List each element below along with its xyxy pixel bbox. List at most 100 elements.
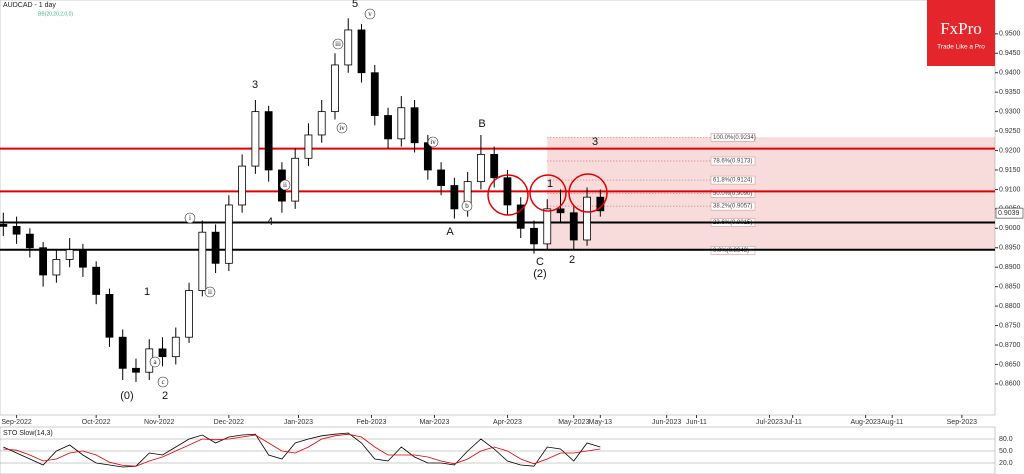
- fib-label-box: [710, 156, 756, 166]
- candle-body: [198, 231, 207, 291]
- logo-text: FxPro: [940, 19, 982, 38]
- y-tick-label: 0.8800: [999, 303, 1021, 310]
- wave-label: A: [446, 226, 454, 238]
- y-tick-label: 0.9200: [999, 147, 1021, 154]
- candle-body: [211, 231, 220, 264]
- candle-body: [25, 233, 34, 249]
- y-tick-label: 0.8900: [999, 264, 1021, 271]
- chart-title: AUDCAD - 1 day: [3, 2, 56, 9]
- x-tick-label: Apr-2023: [493, 419, 522, 426]
- y-tick-label: 0.9500: [999, 31, 1021, 38]
- x-tick-label: Oct-2022: [82, 419, 111, 426]
- sub-wave-ring: [427, 136, 439, 148]
- sub-wave-label: iv: [339, 124, 345, 132]
- wave-label: 1: [144, 286, 150, 298]
- indicator-title: STO Slow(14,3): [3, 430, 53, 437]
- candle-body: [516, 204, 525, 229]
- candle-body: [384, 115, 392, 140]
- candle-body: [357, 29, 366, 74]
- candle-body: [158, 348, 167, 358]
- x-tick-label: Mar-2023: [419, 419, 449, 426]
- y-tick-label: 0.8700: [999, 342, 1021, 349]
- chart-subtitle: BB(20,20,2,0,0): [38, 11, 73, 17]
- fib-group: 100.0%(0.9234) 78.6%(0.9173) 61.8%(0.9124)…: [547, 133, 995, 255]
- sub-wave-label: a: [153, 358, 157, 366]
- sub-wave-ring: [204, 286, 216, 298]
- fib-label-box: [710, 175, 756, 185]
- fib-label-box: [710, 189, 756, 198]
- y-tick-label: 0.8950: [999, 245, 1021, 252]
- sub-wave-ring: [364, 8, 376, 20]
- candle-body: [331, 64, 339, 113]
- y-tick-label: 0.9150: [999, 167, 1021, 174]
- candle-body: [79, 249, 87, 268]
- sub-wave-ring: [149, 356, 161, 368]
- x-tick-label: Jun-11: [686, 419, 707, 426]
- sub-wave-ring: [332, 38, 344, 50]
- candle-body: [185, 290, 193, 338]
- candle-body: [370, 72, 379, 116]
- candle-body: [291, 157, 300, 202]
- indicator-tick-label: 80.0: [999, 436, 1013, 443]
- candle-body: [238, 165, 247, 206]
- wave-label: 2: [569, 254, 575, 266]
- fib-label: 50.0%(0.9090): [713, 191, 752, 197]
- candle-body: [490, 154, 499, 179]
- sub-wave-label: iv: [430, 138, 436, 146]
- y-tick-label: 0.9250: [999, 128, 1021, 135]
- candle-body: [224, 204, 233, 264]
- fib-label: 78.6%(0.9173): [713, 159, 752, 165]
- y-tick-label: 0.9000: [999, 225, 1021, 232]
- x-tick-label: Aug-11: [881, 419, 903, 426]
- indicator-tick-label: 50.0: [999, 448, 1013, 455]
- fib-label: 38.2%(0.9057): [713, 204, 752, 210]
- candle-body: [317, 111, 326, 136]
- y-tick-label: 0.9300: [999, 108, 1021, 115]
- candle-body: [118, 336, 127, 369]
- x-tick-label: Jan-2023: [284, 419, 313, 426]
- plot-group: [0, 18, 995, 382]
- fib-label: 0.0%(0.8943): [713, 248, 749, 254]
- y-tick-label: 0.9350: [999, 89, 1021, 96]
- candle-body: [251, 111, 260, 167]
- sub-wave-ring: [461, 200, 473, 212]
- wave-label: 3: [252, 79, 258, 91]
- candle-body: [92, 266, 101, 295]
- wave-label: 5: [352, 0, 358, 10]
- x-tick-label: Dec-2022: [214, 419, 244, 426]
- highlight-circle: [568, 173, 608, 213]
- y-tick-label: 0.9100: [999, 186, 1021, 193]
- x-tick-label: May-13: [589, 419, 612, 426]
- candle-body: [583, 196, 591, 241]
- x-tick-label: May-2023: [558, 419, 589, 426]
- candle-body: [12, 225, 21, 235]
- candle-body: [503, 177, 512, 206]
- sub-wave-ring: [184, 212, 196, 224]
- candle-body: [52, 259, 61, 276]
- candle-body: [0, 224, 8, 227]
- candle-body: [171, 336, 180, 358]
- candle-body: [410, 107, 419, 144]
- y-tick-label: 0.8600: [999, 381, 1021, 388]
- logo-tagline: Trade Like a Pro: [937, 44, 985, 51]
- x-tick-label: Jul-11: [783, 419, 802, 426]
- sub-wave-label: b: [465, 202, 469, 210]
- candle-body: [556, 208, 565, 214]
- candle-body: [543, 208, 552, 245]
- candle-body: [264, 111, 273, 171]
- sub-wave-label: c: [161, 378, 164, 386]
- wave-label: B: [478, 118, 485, 130]
- fib-zone: [547, 137, 995, 251]
- fib-label: 100.0%(0.9234): [713, 135, 756, 141]
- last-price-box: [995, 207, 1024, 219]
- x-tick-label: Jun-2023: [652, 419, 681, 426]
- candle-body: [132, 367, 140, 373]
- sub-wave-label: iii: [335, 40, 341, 48]
- highlight-circle: [487, 174, 529, 216]
- y-tick-label: 0.8750: [999, 322, 1021, 329]
- candle-body: [39, 247, 48, 276]
- fib-label-box: [710, 133, 756, 142]
- candle-body: [530, 227, 538, 245]
- candle-body: [423, 142, 432, 171]
- candle-body: [304, 134, 313, 159]
